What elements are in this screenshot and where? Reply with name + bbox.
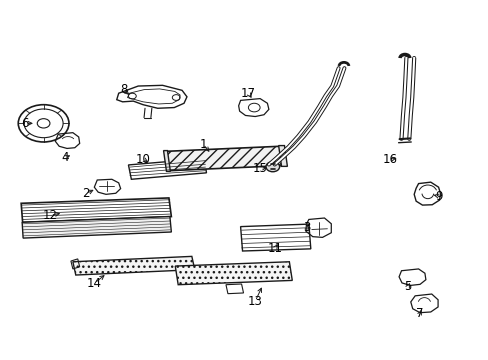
Text: 12: 12 [43, 209, 58, 222]
Text: 4: 4 [61, 151, 69, 164]
Polygon shape [278, 145, 287, 166]
Text: 13: 13 [247, 295, 262, 308]
Circle shape [265, 162, 279, 172]
Polygon shape [163, 150, 170, 171]
Text: 1: 1 [199, 138, 206, 150]
Text: 5: 5 [404, 280, 411, 293]
Polygon shape [175, 262, 292, 285]
Text: 16: 16 [382, 153, 396, 166]
Text: 17: 17 [241, 87, 255, 100]
Polygon shape [22, 217, 171, 238]
Text: 2: 2 [82, 187, 90, 200]
Text: 8: 8 [120, 83, 127, 96]
Text: 9: 9 [434, 190, 442, 203]
Text: 14: 14 [87, 277, 102, 290]
Text: 7: 7 [415, 307, 423, 320]
Text: 6: 6 [21, 117, 29, 130]
Text: 11: 11 [266, 242, 282, 255]
Polygon shape [73, 256, 194, 275]
Text: 10: 10 [135, 153, 150, 166]
Polygon shape [166, 146, 282, 171]
Text: 3: 3 [302, 221, 309, 234]
Text: 15: 15 [252, 162, 267, 175]
